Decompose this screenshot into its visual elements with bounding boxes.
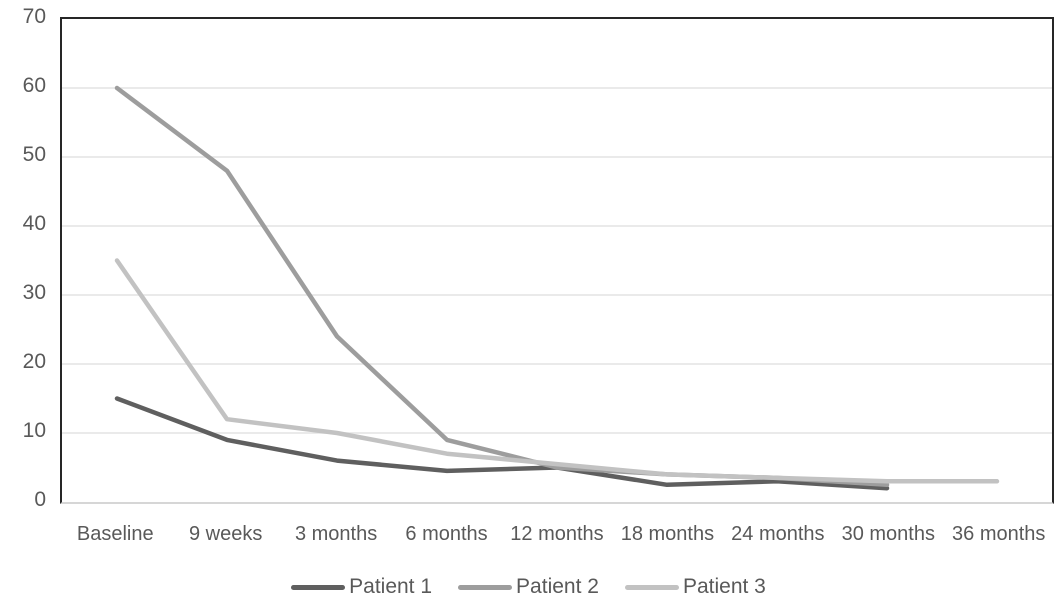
- y-tick-label-40: 40: [22, 212, 46, 235]
- x-tick-label-2: 9 weeks: [188, 523, 263, 545]
- legend-label: Patient 3: [682, 575, 766, 598]
- legend-line-swatch-icon: [624, 584, 679, 590]
- legend-line-swatch-icon: [458, 584, 513, 590]
- plot-area: [60, 17, 1054, 504]
- legend-line-swatch-icon: [291, 584, 346, 590]
- legend-label: Patient 2: [516, 575, 599, 598]
- legend-item-3: Patient 3: [624, 575, 766, 599]
- legend-label: Patient 1: [349, 575, 433, 598]
- x-tick-label-7: 24 months: [731, 523, 825, 545]
- legend-item-2: Patient 2: [458, 575, 599, 599]
- series-line-2: [114, 85, 890, 488]
- series-line-1: [114, 396, 890, 491]
- y-tick-label-70: 70: [22, 5, 46, 28]
- y-tick-label-60: 60: [22, 74, 46, 97]
- y-tick-label-30: 30: [22, 281, 46, 304]
- y-tick-label-10: 10: [22, 419, 46, 442]
- legend-item-1: Patient 1: [291, 575, 432, 599]
- y-tick-label-20: 20: [22, 350, 46, 373]
- y-tick-label-50: 50: [22, 143, 46, 166]
- x-axis: Baseline 9 weeks 3 months 6 months 12 months…: [60, 521, 1054, 549]
- x-tick-label-1: Baseline: [76, 523, 154, 545]
- x-tick-label-8: 30 months: [841, 523, 935, 545]
- x-tick-label-9: 36 months: [952, 523, 1046, 545]
- legend: Patient 1 Patient 2 Patient 3: [0, 572, 1057, 602]
- x-tick-label-4: 6 months: [405, 523, 488, 545]
- x-tick-label-5: 12 months: [510, 523, 604, 545]
- x-tick-label-6: 18 months: [620, 523, 715, 545]
- series-line-3: [114, 258, 1000, 484]
- x-tick-label-3: 3 months: [294, 523, 378, 545]
- plot-canvas: [62, 85, 1052, 491]
- y-tick-label-0: 0: [34, 488, 46, 511]
- y-axis: 0 10 20 30 40 50 60 70: [0, 0, 46, 520]
